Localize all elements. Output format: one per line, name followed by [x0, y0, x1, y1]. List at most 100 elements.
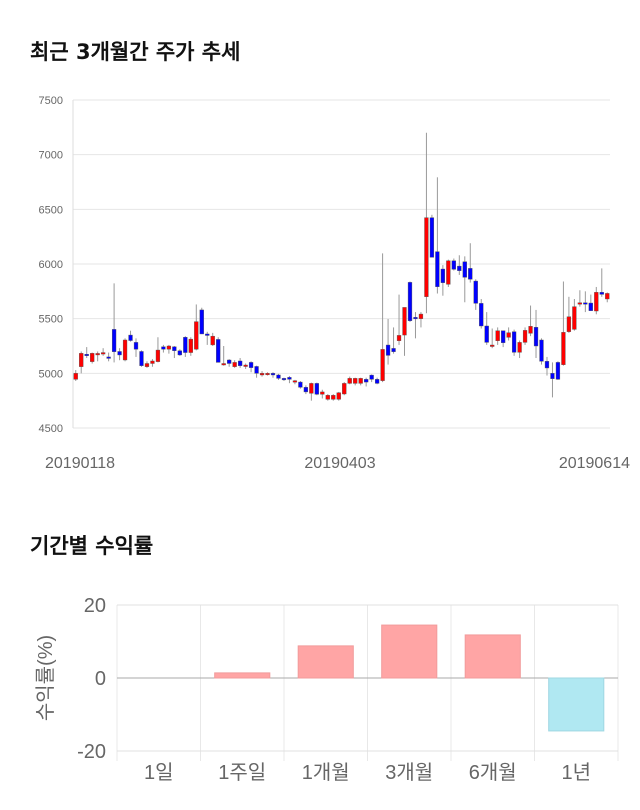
return-bar	[381, 624, 438, 679]
x-tick-label: 20190118	[45, 455, 115, 472]
candle-up	[243, 364, 248, 367]
candle-down	[172, 346, 177, 351]
candle-up	[446, 260, 451, 285]
candle-up	[259, 373, 265, 376]
candlestick-chart: 4500 5000 5500 6000 6500 7000 7500 20190118 2019…	[39, 95, 631, 472]
candle-down	[238, 360, 243, 366]
x-tick-label: 3개월	[385, 761, 433, 784]
candle-up	[347, 378, 352, 384]
x-tick-label: 1년	[561, 761, 591, 784]
candle-down	[276, 374, 281, 379]
y-tick-label: 6500	[39, 204, 63, 216]
candle-down	[314, 383, 319, 395]
candle-down	[588, 302, 593, 311]
return-bar	[297, 645, 354, 679]
candle-up	[490, 344, 495, 347]
candle-up	[320, 391, 325, 395]
candle-down	[501, 330, 506, 343]
x-tick-label: 1개월	[302, 761, 350, 784]
candle-up	[122, 339, 128, 361]
candle-up	[188, 338, 193, 353]
candle-down	[298, 381, 303, 388]
candle-down	[451, 260, 456, 270]
candle-down	[457, 265, 462, 271]
candle-down	[385, 344, 391, 356]
candle-down	[177, 350, 182, 356]
candle-down	[468, 268, 473, 280]
candle-up	[265, 373, 270, 376]
y-tick-label: 20	[84, 595, 106, 617]
candle-up	[144, 363, 150, 367]
candle-up	[210, 335, 215, 346]
return-bar	[548, 677, 605, 732]
y-axis-label: 수익률(%)	[34, 635, 57, 721]
candle-up	[396, 335, 402, 341]
candle-down	[583, 302, 588, 305]
candle-down	[248, 362, 254, 368]
y-tick-label: 7500	[39, 95, 63, 107]
candle-down	[407, 282, 413, 321]
candle-up	[155, 349, 161, 362]
candle-down	[391, 348, 396, 352]
candle-up	[577, 302, 582, 305]
x-tick-label: 20190614	[559, 455, 630, 472]
candle-up	[331, 395, 336, 400]
candle-down	[511, 331, 517, 353]
period-return-title: 기간별 수익률	[30, 534, 154, 558]
x-tick-label: 1일	[144, 761, 174, 784]
candle-up	[353, 378, 358, 384]
candle-up	[594, 292, 599, 312]
candle-up	[402, 307, 407, 336]
candle-up	[336, 392, 341, 400]
candle-down	[133, 342, 139, 350]
candle-down	[533, 327, 539, 347]
candle-up	[90, 353, 95, 362]
candle-up	[522, 330, 528, 343]
candle-up	[79, 353, 84, 367]
candle-down	[161, 346, 166, 350]
candle-up	[561, 332, 566, 365]
candle-down	[281, 378, 287, 381]
candle-down	[539, 339, 544, 362]
candle-down	[254, 366, 259, 374]
candle-down	[128, 334, 133, 341]
candle-down	[599, 292, 604, 295]
candle-up	[95, 353, 100, 356]
candle-down	[117, 351, 122, 356]
candle-down	[484, 325, 489, 343]
y-tick-label: 5500	[39, 314, 63, 326]
candle-up	[342, 383, 347, 395]
candle-up	[325, 395, 330, 400]
x-tick-label: 20190403	[304, 455, 375, 472]
return-bar	[464, 634, 521, 679]
candle-down	[216, 339, 221, 363]
price-trend-title: 최근 3개월간 주가 추세	[30, 40, 241, 64]
candle-down	[369, 374, 374, 380]
y-tick-label: 4500	[39, 423, 63, 435]
candle-down	[435, 251, 440, 287]
candle-down	[227, 359, 232, 364]
candle-up	[150, 360, 155, 364]
candle-up	[221, 363, 226, 366]
candle-up	[424, 217, 429, 297]
candle-up	[517, 342, 522, 353]
candle-down	[199, 309, 204, 335]
candle-up	[380, 349, 385, 381]
candle-up	[495, 330, 500, 341]
candle-up	[528, 326, 533, 334]
candle-down	[303, 387, 309, 393]
candle-down	[139, 351, 144, 366]
candle-down	[106, 356, 111, 359]
candle-up	[101, 352, 106, 355]
candle-down	[462, 261, 467, 278]
candle-up	[309, 383, 314, 394]
candle-up	[292, 380, 298, 383]
candle-down	[84, 354, 89, 356]
candle-down	[479, 303, 484, 327]
candle-up	[566, 316, 572, 332]
candle-down	[270, 373, 276, 376]
candle-up	[194, 321, 199, 350]
candle-up	[572, 306, 577, 330]
candle-down	[555, 362, 561, 380]
candle-up	[605, 293, 610, 300]
